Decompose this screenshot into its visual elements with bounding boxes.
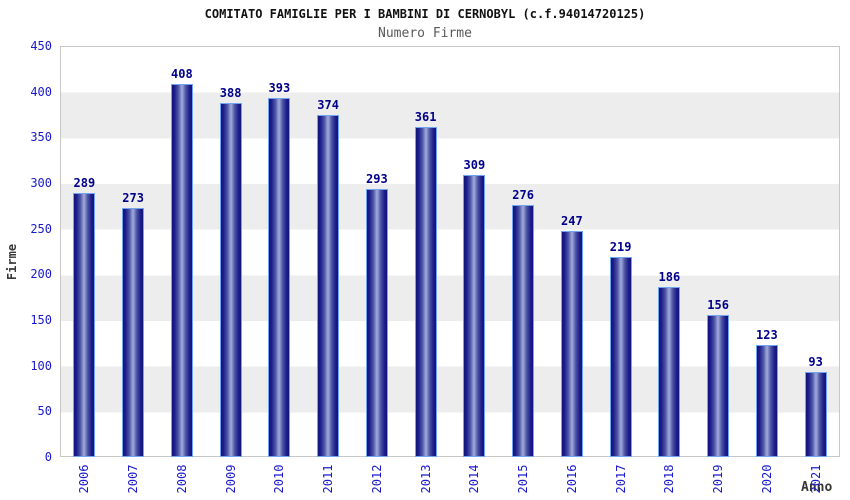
bar-value-label: 289 bbox=[73, 176, 96, 190]
bar bbox=[414, 127, 437, 457]
bar-value-label: 408 bbox=[171, 67, 193, 81]
bar bbox=[365, 189, 388, 457]
x-tick-label: 2011 bbox=[321, 464, 336, 494]
y-tick-label: 250 bbox=[30, 221, 52, 236]
bar-value-label: 219 bbox=[609, 240, 632, 254]
bar bbox=[268, 98, 291, 457]
bar-value-label: 276 bbox=[512, 188, 534, 202]
x-tick-label: 2015 bbox=[516, 464, 531, 494]
bar-value-label: 309 bbox=[463, 158, 486, 172]
bar bbox=[560, 231, 583, 457]
x-tick-label: 2016 bbox=[564, 464, 579, 494]
y-tick-label: 100 bbox=[30, 358, 52, 373]
bar-value-label: 293 bbox=[366, 172, 388, 186]
chart-subtitle: Numero Firme bbox=[378, 26, 472, 41]
x-tick-label: 2017 bbox=[613, 464, 628, 494]
bar bbox=[512, 205, 535, 457]
x-tick-label: 2018 bbox=[662, 464, 677, 494]
bar bbox=[219, 103, 242, 457]
y-tick-label: 50 bbox=[37, 404, 52, 419]
bar bbox=[122, 208, 145, 457]
x-tick-label: 2012 bbox=[369, 464, 384, 494]
x-tick-label: 2013 bbox=[418, 464, 433, 494]
bar-value-label: 123 bbox=[756, 328, 778, 342]
x-tick-label: 2007 bbox=[126, 464, 141, 494]
y-tick-label: 400 bbox=[30, 84, 52, 99]
bar bbox=[804, 372, 827, 457]
x-tick-label: 2008 bbox=[174, 464, 189, 494]
y-tick-label: 350 bbox=[30, 130, 52, 145]
bar-value-label: 393 bbox=[268, 81, 291, 95]
bar bbox=[317, 115, 340, 457]
x-tick-label: 2010 bbox=[272, 464, 287, 494]
bar-value-label: 156 bbox=[707, 298, 729, 312]
x-tick-label: 2020 bbox=[759, 464, 774, 494]
x-tick-label: 2006 bbox=[77, 464, 92, 494]
bar-value-label: 388 bbox=[219, 86, 242, 100]
bar bbox=[170, 84, 193, 457]
bar bbox=[707, 315, 730, 457]
y-tick-label: 150 bbox=[30, 313, 52, 327]
chart-title: COMITATO FAMIGLIE PER I BAMBINI DI CERNO… bbox=[204, 7, 646, 21]
bar bbox=[755, 345, 778, 457]
y-tick-label: 300 bbox=[30, 176, 52, 190]
bar-value-label: 186 bbox=[658, 270, 681, 284]
bar-value-label: 247 bbox=[561, 214, 583, 228]
bar bbox=[658, 287, 681, 457]
bar-value-label: 374 bbox=[317, 98, 339, 112]
x-tick-label: 2009 bbox=[223, 464, 238, 494]
bar-value-label: 93 bbox=[808, 355, 823, 369]
x-axis-label: Anno bbox=[801, 480, 833, 495]
bar-value-label: 361 bbox=[414, 110, 437, 124]
bar bbox=[73, 193, 96, 457]
y-tick-label: 450 bbox=[30, 39, 52, 53]
x-tick-label: 2019 bbox=[711, 464, 726, 494]
bar-value-label: 273 bbox=[122, 191, 144, 205]
bar bbox=[609, 257, 632, 457]
x-tick-label: 2014 bbox=[467, 464, 482, 494]
bar bbox=[463, 175, 486, 457]
y-tick-label: 200 bbox=[30, 267, 52, 282]
x-tick-label: 2021 bbox=[808, 464, 823, 494]
y-tick-label: 0 bbox=[44, 450, 52, 464]
